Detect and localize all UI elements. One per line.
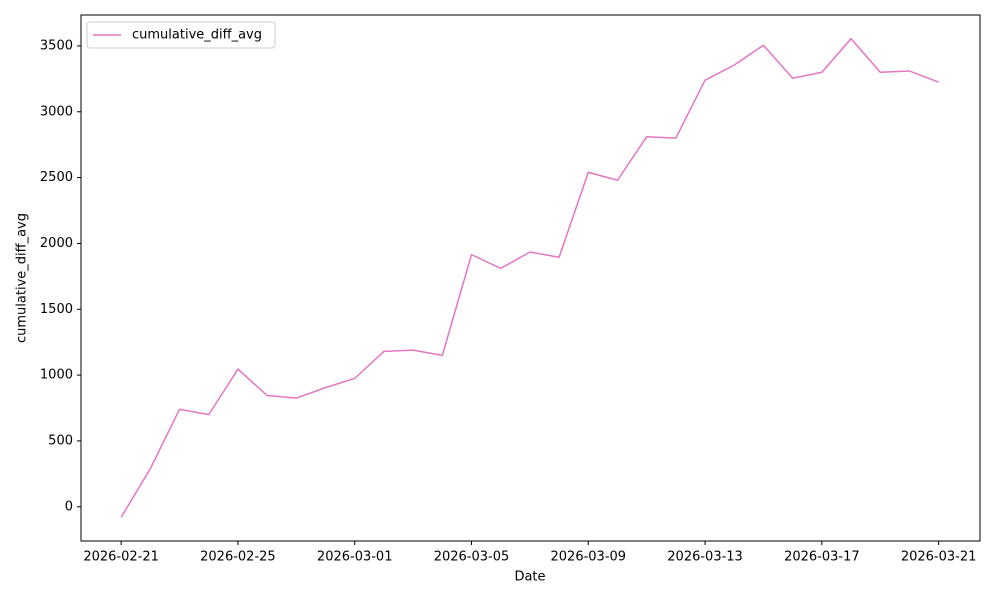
y-tick-label: 0	[65, 499, 73, 514]
x-tick-label: 2026-02-25	[200, 550, 276, 565]
x-tick-label: 2026-03-13	[667, 550, 743, 565]
y-tick-label: 500	[48, 433, 73, 448]
x-tick-label: 2026-02-21	[83, 550, 159, 565]
y-tick-label: 3500	[40, 38, 73, 53]
x-tick-label: 2026-03-17	[784, 550, 860, 565]
y-tick-label: 3000	[40, 104, 73, 119]
y-tick-label: 1000	[40, 368, 73, 383]
y-tick-label: 2000	[40, 236, 73, 251]
x-tick-label: 2026-03-01	[317, 550, 393, 565]
data-line	[120, 37, 939, 518]
x-tick-label: 2026-03-05	[434, 550, 510, 565]
legend-box	[86, 21, 276, 49]
y-tick-label: 2500	[40, 170, 73, 185]
y-tick-label: 1500	[40, 302, 73, 317]
y-axis-label: cumulative_diff_avg	[15, 213, 30, 343]
x-tick-label: 2026-03-09	[551, 550, 627, 565]
x-tick-label: 2026-03-21	[901, 550, 977, 565]
x-axis-label: Date	[514, 570, 545, 585]
legend-label: cumulative_diff_avg	[132, 28, 262, 43]
plot-frame	[80, 14, 981, 542]
